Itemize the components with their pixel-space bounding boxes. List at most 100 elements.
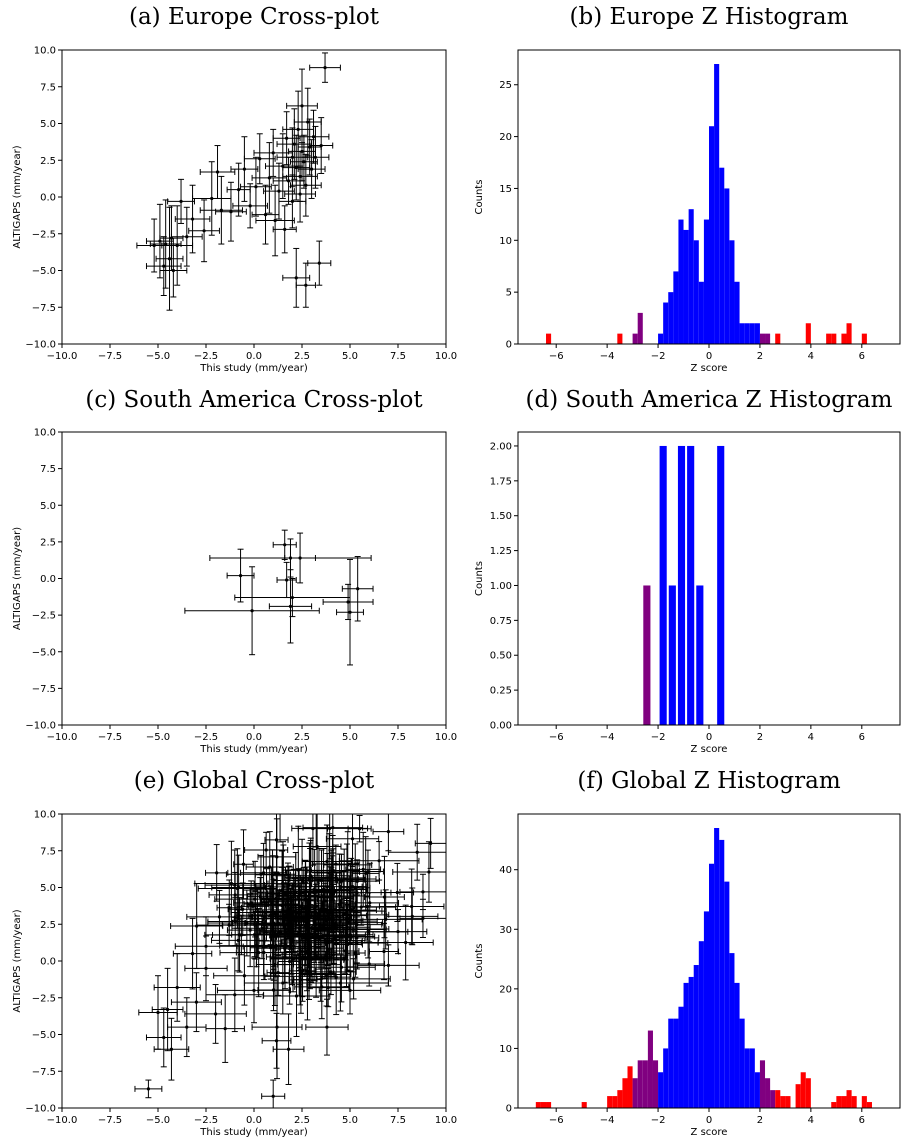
x-tick-labels: −10.0 −7.5 −5.0 −2.5 0.0 2.5 5.0 7.5 10.0 (47, 725, 457, 743)
axes-frame (61, 431, 447, 726)
data-point (297, 814, 329, 866)
histogram-bar (540, 1102, 547, 1108)
y-tick-label: 5 (506, 288, 512, 299)
histogram-bar (831, 1102, 837, 1108)
data-point (159, 243, 188, 298)
histogram-bar (683, 229, 689, 344)
point-marker (190, 217, 195, 221)
data-point (392, 841, 446, 903)
x-tick-label: −10.0 (47, 732, 78, 743)
point-marker (331, 868, 335, 873)
histogram-bar (642, 1060, 648, 1108)
point-marker (309, 874, 313, 878)
point-marker (284, 891, 288, 896)
data-point (272, 111, 301, 166)
histogram-bar (627, 1066, 633, 1108)
axes-frame (517, 49, 901, 345)
point-marker (291, 957, 295, 961)
histogram-bar (744, 1048, 750, 1108)
data-point (378, 868, 445, 945)
y-tick-labels: 0 10 20 30 40 (499, 865, 518, 1115)
data-point (278, 174, 307, 229)
y-tick-label: 2.5 (40, 920, 56, 931)
y-tick-label: 1.00 (490, 581, 512, 592)
data-point (170, 972, 222, 1033)
data-point (263, 162, 295, 220)
y-tick-label: 40 (499, 865, 512, 876)
x-tick-label: −2.5 (194, 1115, 218, 1126)
histogram-bar (658, 1072, 664, 1108)
histogram-bar (535, 1102, 541, 1108)
data-point (306, 848, 360, 893)
point-marker (290, 199, 294, 204)
point-marker (166, 1007, 170, 1012)
y-tick-label: 10 (499, 236, 512, 247)
y-tick-label: −5.0 (32, 1030, 56, 1041)
data-point (251, 975, 303, 1080)
y-tick-label: 10.0 (34, 46, 56, 57)
histogram-bar (780, 1096, 786, 1108)
data-point (151, 967, 184, 1052)
y-axis-label: ALTIGAPS (mm/year) (12, 909, 23, 1012)
point-marker (355, 879, 359, 883)
point-marker (275, 1025, 279, 1029)
point-marker (263, 213, 268, 217)
point-marker (248, 928, 252, 932)
point-marker (339, 965, 343, 969)
point-marker (421, 890, 425, 894)
point-marker (296, 127, 300, 131)
x-tick-label: 4 (808, 1115, 814, 1126)
point-marker (319, 143, 323, 148)
x-tick-label: −6 (549, 351, 564, 362)
histogram-bar (546, 333, 552, 344)
point-marker (415, 850, 419, 854)
axes-frame (61, 813, 447, 1109)
point-marker (242, 974, 246, 978)
y-tick-label: 15 (499, 184, 512, 195)
point-marker (325, 1025, 329, 1029)
data-point (380, 862, 415, 922)
histogram-bar (668, 1018, 674, 1108)
histogram-bar (734, 281, 740, 344)
data-point (240, 156, 272, 217)
histogram-bar (739, 1018, 745, 1108)
point-marker (275, 855, 279, 859)
data-point (230, 136, 259, 202)
histogram-bar (659, 445, 667, 725)
point-marker (353, 951, 357, 955)
histogram-bar (759, 1060, 766, 1108)
point-marker (146, 1087, 150, 1091)
x-tick-label: −10.0 (47, 351, 78, 362)
data-point (399, 873, 446, 911)
y-tick-label: 0.0 (40, 957, 56, 968)
x-tick-label: 2 (757, 732, 763, 743)
data-point (170, 206, 203, 267)
x-tick-label: 4 (808, 732, 814, 743)
x-tick-label: 2.5 (294, 351, 310, 362)
point-marker (429, 841, 433, 846)
y-tick-label: 2.5 (40, 156, 56, 167)
plot-area (136, 52, 341, 311)
point-marker (264, 848, 268, 852)
x-tick-label: 6 (859, 732, 865, 743)
data-point (284, 532, 316, 584)
data-point (377, 904, 434, 981)
point-marker (305, 934, 310, 938)
histogram-bar (729, 953, 735, 1108)
y-tick-label: 10 (499, 1044, 512, 1055)
point-marker (319, 928, 323, 932)
x-tick-label: 2 (757, 351, 763, 362)
x-tick-label: −7.5 (98, 732, 122, 743)
point-marker (179, 199, 183, 204)
point-marker (253, 897, 257, 901)
data-point (301, 125, 330, 189)
point-marker (344, 934, 348, 939)
point-marker (214, 1012, 218, 1016)
histogram-bar (754, 323, 760, 344)
point-marker (325, 885, 329, 889)
x-tick-label: −7.5 (98, 1115, 122, 1126)
y-axis-label: Counts (474, 180, 485, 215)
data-point (199, 175, 243, 245)
y-tick-label: 20 (499, 132, 512, 143)
point-marker (304, 889, 308, 894)
